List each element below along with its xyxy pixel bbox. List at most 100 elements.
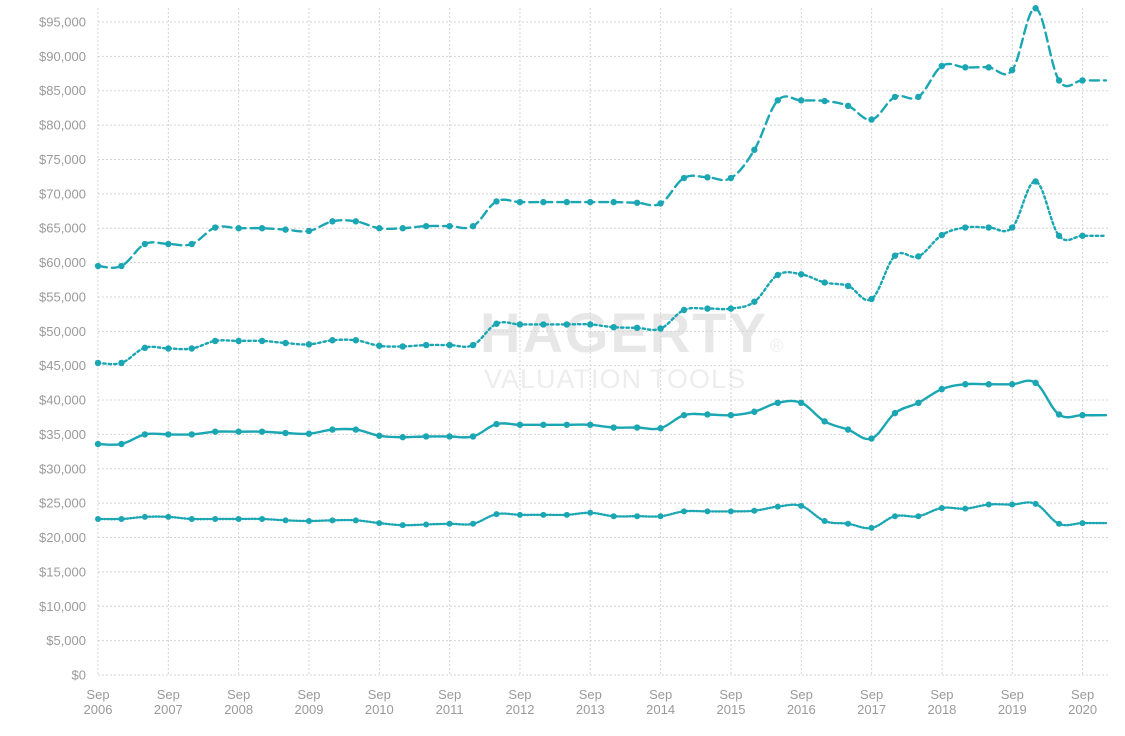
data-point <box>1079 411 1086 419</box>
data-point <box>422 341 430 349</box>
data-point <box>305 430 313 437</box>
data-point <box>821 518 828 525</box>
data-point <box>610 424 617 431</box>
data-point <box>352 517 359 524</box>
data-point <box>352 218 360 225</box>
data-point <box>587 321 594 328</box>
data-point <box>212 428 219 435</box>
x-tick-label: Sep 2014 <box>646 687 675 717</box>
data-point <box>516 198 524 206</box>
data-point <box>118 440 125 448</box>
data-point <box>610 323 617 331</box>
y-tick-label: $80,000 <box>39 118 86 133</box>
data-point <box>423 521 430 528</box>
data-point <box>94 262 102 270</box>
data-point <box>962 224 969 231</box>
data-point <box>845 520 852 527</box>
data-point <box>1009 501 1016 508</box>
data-point <box>633 424 641 431</box>
data-point <box>399 225 406 232</box>
data-point <box>938 62 946 70</box>
data-point <box>704 508 711 515</box>
data-point <box>891 409 899 417</box>
data-point <box>704 174 711 181</box>
data-point <box>540 511 547 518</box>
data-point <box>118 359 125 367</box>
data-point <box>844 426 852 433</box>
data-point <box>915 253 922 260</box>
data-point <box>633 199 641 206</box>
data-point <box>235 337 242 345</box>
data-point <box>1008 224 1016 231</box>
watermark-brand: HAGERTY <box>480 301 768 364</box>
y-axis: $0 $5,000 $10,000 $15,000 $20,000 $25,000 $30,… <box>39 15 86 683</box>
data-point <box>493 198 500 205</box>
x-tick-label: Sep 2008 <box>224 687 253 717</box>
data-point <box>493 511 500 518</box>
data-point <box>985 381 992 388</box>
data-point <box>165 240 172 248</box>
data-point <box>329 218 336 225</box>
data-point <box>141 240 149 248</box>
data-point <box>563 421 570 428</box>
data-point <box>540 421 547 428</box>
x-tick-label: Sep 2010 <box>365 687 394 717</box>
data-point <box>774 97 781 104</box>
data-point <box>774 399 781 407</box>
x-tick-label: Sep 2017 <box>857 687 886 717</box>
grid-lines <box>97 8 1110 676</box>
data-point <box>258 225 266 232</box>
data-point <box>633 324 641 332</box>
data-point <box>305 341 313 348</box>
data-point <box>376 225 383 232</box>
data-point <box>94 359 102 367</box>
data-point <box>1032 500 1039 507</box>
data-point <box>422 222 430 230</box>
data-point <box>141 344 149 352</box>
data-point <box>657 513 664 520</box>
data-point <box>680 306 688 314</box>
y-tick-label: $20,000 <box>39 530 86 545</box>
data-point <box>282 429 289 437</box>
x-tick-label: Sep 2020 <box>1068 687 1097 717</box>
data-point <box>891 93 899 101</box>
series-fine-dotted <box>95 500 1108 531</box>
data-point <box>469 341 477 349</box>
data-point <box>891 252 899 259</box>
data-point <box>282 226 289 233</box>
y-tick-label: $65,000 <box>39 221 86 236</box>
data-point <box>329 337 336 344</box>
data-point <box>282 517 289 524</box>
data-point <box>165 513 172 520</box>
data-point <box>305 227 313 235</box>
data-point <box>235 515 242 522</box>
data-point <box>258 337 266 345</box>
y-tick-label: $85,000 <box>39 83 86 98</box>
data-point <box>868 116 875 123</box>
y-tick-label: $40,000 <box>39 393 86 408</box>
data-point <box>680 411 688 419</box>
data-point <box>774 503 781 510</box>
data-point <box>376 342 383 349</box>
data-point <box>493 420 500 428</box>
y-tick-label: $25,000 <box>39 496 86 511</box>
y-tick-label: $5,000 <box>46 633 86 648</box>
data-point <box>282 339 289 347</box>
data-point <box>399 433 406 441</box>
y-tick-label: $0 <box>72 668 86 683</box>
data-point <box>1056 520 1063 527</box>
data-point <box>610 513 617 520</box>
data-point <box>657 325 664 332</box>
data-point <box>212 337 219 345</box>
series-line-fine-dotted <box>96 501 1108 530</box>
data-point <box>188 515 195 522</box>
data-point <box>1079 77 1086 84</box>
data-point <box>751 507 758 514</box>
data-point <box>470 520 477 527</box>
data-point <box>446 222 453 230</box>
data-point <box>259 515 266 522</box>
data-point <box>540 198 547 206</box>
data-point <box>94 440 102 448</box>
data-point <box>798 97 805 104</box>
data-point <box>352 426 360 433</box>
